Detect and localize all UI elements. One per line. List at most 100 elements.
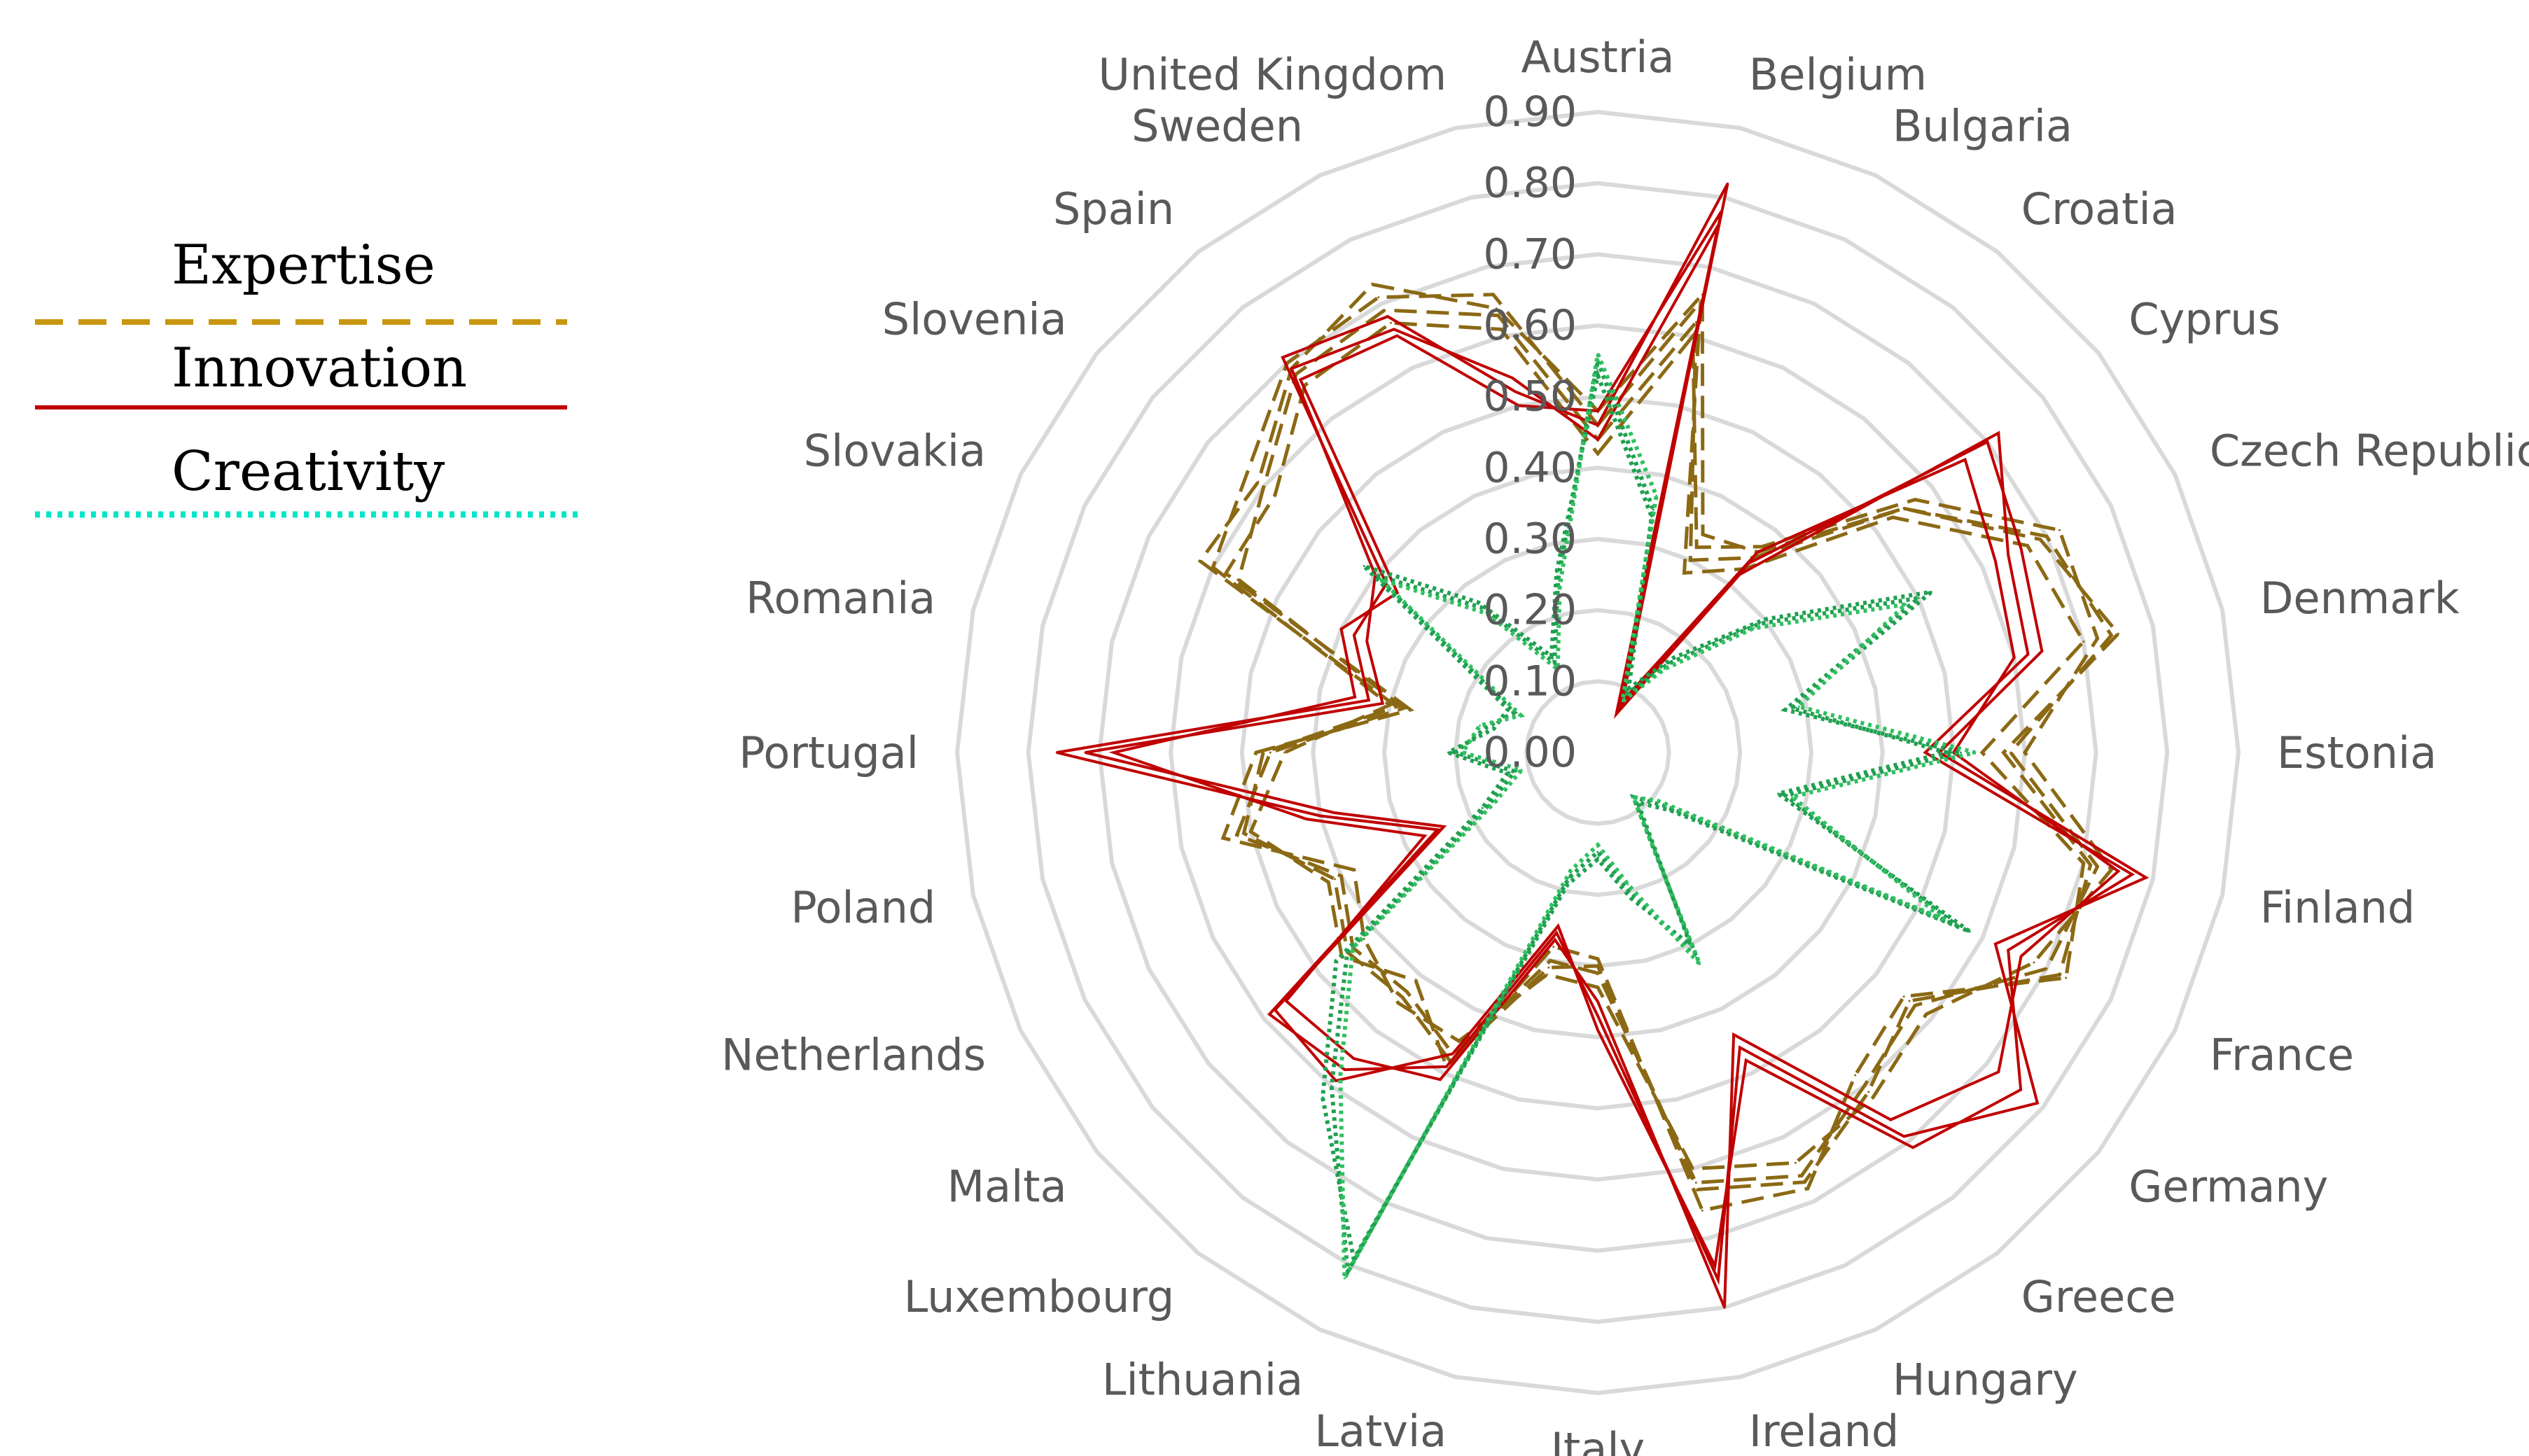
data-point-creativity: [1652, 508, 1654, 511]
data-point-innovation: [1596, 438, 1599, 441]
category-label: Latvia: [1314, 1406, 1447, 1456]
data-point-expertise: [2045, 967, 2048, 970]
data-point-innovation: [1353, 634, 1356, 636]
data-point-expertise: [1596, 972, 1599, 974]
series-line-innovation: [1108, 210, 2121, 1308]
data-point-expertise: [1596, 958, 1599, 960]
category-label: Sweden: [1131, 100, 1303, 151]
data-point-creativity: [1596, 850, 1599, 853]
data-point-expertise: [1340, 874, 1343, 877]
data-point-creativity: [1968, 930, 1971, 933]
data-point-creativity: [1492, 727, 1495, 730]
data-point-creativity: [1481, 806, 1484, 809]
data-point-creativity: [1791, 795, 1793, 798]
data-point-innovation: [2131, 873, 2133, 876]
data-point-expertise: [1908, 1000, 1911, 1002]
data-point-expertise: [1925, 1013, 1928, 1016]
data-point-innovation: [1393, 328, 1395, 330]
category-label: Malta: [947, 1161, 1067, 1212]
data-point-expertise: [1236, 834, 1239, 836]
data-point-expertise: [1761, 545, 1763, 548]
data-point-creativity: [1628, 890, 1631, 892]
category-label: Estonia: [2277, 727, 2437, 778]
data-point-innovation: [1994, 560, 1997, 562]
data-point-innovation: [2040, 650, 2043, 652]
data-point-expertise: [1872, 1096, 1874, 1099]
tick-label: 0.10: [1483, 657, 1577, 706]
data-point-innovation: [1395, 335, 1398, 337]
data-point-creativity: [1699, 962, 1701, 965]
data-point-expertise: [1596, 452, 1599, 455]
data-point-creativity: [1791, 707, 1793, 710]
data-point-creativity: [1596, 353, 1599, 356]
data-point-creativity: [1353, 1258, 1355, 1261]
data-point-innovation: [1596, 1029, 1599, 1031]
data-point-innovation: [1514, 391, 1517, 393]
category-label: United Kingdom: [1099, 49, 1447, 100]
data-point-expertise: [1237, 578, 1240, 581]
category-label: Luxembourg: [904, 1271, 1174, 1322]
data-point-expertise: [1397, 1002, 1400, 1004]
data-point-expertise: [1701, 1209, 1704, 1212]
data-point-innovation: [1889, 1119, 1892, 1121]
tick-label: 0.50: [1483, 372, 1577, 421]
data-point-creativity: [1339, 1074, 1342, 1077]
data-point-innovation: [1596, 1014, 1599, 1017]
data-point-creativity: [1506, 771, 1509, 774]
data-point-innovation: [1997, 432, 2000, 435]
data-point-creativity: [1784, 794, 1787, 797]
grid-ring: [1026, 181, 2170, 1324]
data-point-creativity: [1493, 801, 1496, 804]
category-label: Ireland: [1749, 1406, 1899, 1456]
data-point-expertise: [1689, 559, 1692, 561]
data-point-expertise: [2023, 751, 2026, 754]
legend-item-creativity: Creativity: [35, 440, 581, 518]
category-label: Hungary: [1893, 1354, 2078, 1406]
data-point-expertise: [1495, 307, 1498, 310]
category-label: Spain: [1053, 183, 1174, 234]
data-point-innovation: [1555, 932, 1558, 934]
data-point-innovation: [1299, 378, 1302, 381]
data-point-expertise: [2110, 868, 2112, 871]
data-point-expertise: [1694, 1182, 1697, 1184]
data-point-creativity: [1672, 657, 1675, 659]
category-label: Portugal: [739, 727, 919, 778]
data-point-creativity: [1596, 374, 1599, 377]
data-point-creativity: [1974, 751, 1977, 754]
data-point-expertise: [1497, 314, 1499, 317]
data-point-innovation: [1442, 825, 1445, 828]
data-point-innovation: [1451, 1053, 1454, 1055]
data-point-creativity: [1663, 668, 1666, 671]
data-point-innovation: [1732, 1033, 1735, 1036]
data-point-innovation: [1596, 1000, 1599, 1003]
data-point-creativity: [1321, 1096, 1324, 1099]
grid-ring: [954, 109, 2241, 1396]
data-point-expertise: [1546, 973, 1549, 976]
data-point-creativity: [1657, 800, 1660, 803]
data-point-creativity: [1630, 897, 1632, 899]
data-point-expertise: [2045, 535, 2048, 538]
data-point-expertise: [1794, 1161, 1797, 1164]
data-point-creativity: [1596, 844, 1599, 846]
data-point-creativity: [1553, 662, 1556, 664]
data-point-creativity: [1784, 708, 1787, 711]
data-point-innovation: [1290, 368, 1293, 370]
grid-ring: [1453, 608, 1743, 897]
category-label: Cyprus: [2129, 293, 2280, 344]
data-point-innovation: [1305, 818, 1308, 820]
data-point-creativity: [1550, 655, 1553, 658]
data-point-innovation: [1281, 356, 1284, 359]
data-point-expertise: [1409, 708, 1412, 711]
data-point-expertise: [1405, 990, 1408, 993]
data-point-creativity: [1753, 627, 1755, 629]
data-point-innovation: [1986, 440, 1988, 443]
category-label: Lithuania: [1102, 1354, 1303, 1406]
data-point-expertise: [2096, 865, 2099, 868]
data-point-creativity: [1486, 612, 1488, 615]
data-point-expertise: [2026, 545, 2029, 547]
data-point-expertise: [1401, 996, 1404, 999]
data-point-creativity: [1632, 796, 1635, 799]
data-point-expertise: [1492, 293, 1495, 296]
data-point-creativity: [1917, 596, 1920, 599]
